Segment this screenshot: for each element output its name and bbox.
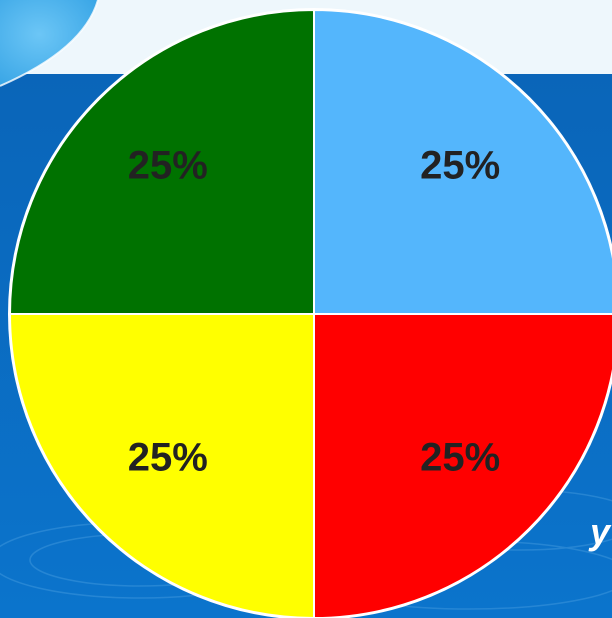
pie-slice-label-1: 25% bbox=[420, 143, 500, 187]
pie-slice-4 bbox=[8, 8, 315, 315]
pie-chart: 25% 25% 25% 25% bbox=[8, 8, 612, 618]
top-left-blob-edge bbox=[0, 0, 99, 87]
pie-slice-3 bbox=[8, 313, 315, 618]
pie-slice-label-3: 25% bbox=[128, 436, 208, 480]
pie-slice-label-4: 25% bbox=[128, 143, 208, 187]
top-left-blob bbox=[0, 0, 98, 86]
pie-slice-label-2: 25% bbox=[420, 436, 500, 480]
cut-off-text: y bbox=[590, 511, 611, 552]
